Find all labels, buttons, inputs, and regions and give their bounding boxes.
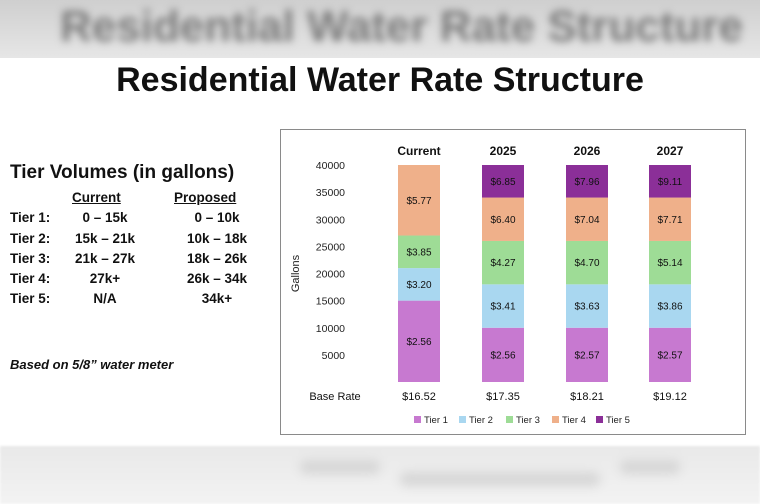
base-rate-label: Base Rate <box>309 391 360 403</box>
blurred-title-ghost: Residential Water Rate Structure <box>60 2 743 51</box>
tier-proposed-range: 0 – 10k <box>194 210 240 225</box>
tier-row: Tier 2: 15k – 21k 10k – 18k <box>10 231 270 251</box>
y-tick-label: 5000 <box>322 350 346 362</box>
bar-data-label: $3.20 <box>406 280 431 291</box>
bar-segment <box>482 165 524 198</box>
bar-data-label: $3.41 <box>490 302 515 313</box>
legend-entry: Tier 5 <box>606 415 630 426</box>
bar-segment <box>649 240 691 285</box>
tier-row: Tier 5: N/A 34k+ <box>10 291 270 311</box>
bar-segment <box>566 165 608 198</box>
tier-proposed-range: 18k – 26k <box>186 251 248 266</box>
tier-label: Tier 4: <box>10 271 51 286</box>
bar-data-label: $7.71 <box>657 215 682 226</box>
y-tick-label: 30000 <box>316 214 345 226</box>
category-label: Current <box>397 144 440 158</box>
category-label: 2026 <box>574 144 601 158</box>
bar-segment <box>649 284 691 328</box>
rate-chart-frame: Gallons 5000 10000 15000 20000 25000 30000 3500… <box>280 129 746 435</box>
tier-volumes-heading: Tier Volumes (in gallons) <box>10 162 235 183</box>
base-rate-value: $18.21 <box>570 391 604 403</box>
base-rate-value: $16.52 <box>402 391 436 403</box>
page-title: Residential Water Rate Structure <box>116 61 644 99</box>
bar-data-label: $3.63 <box>574 302 599 313</box>
tier-proposed-range: 34k+ <box>201 291 233 306</box>
base-rate-value: $17.35 <box>486 391 520 403</box>
bar-segment <box>482 327 524 382</box>
y-tick-label: 40000 <box>316 160 345 172</box>
tier-label: Tier 2: <box>10 231 51 246</box>
tier-row: Tier 4: 27k+ 26k – 34k <box>10 271 270 291</box>
bar-segment <box>398 300 440 382</box>
bar-segment <box>398 235 440 269</box>
legend-swatch <box>552 416 559 423</box>
bar-segment <box>566 284 608 328</box>
tier-current-range: 21k – 27k <box>74 251 136 266</box>
bar-data-label: $4.27 <box>490 258 515 269</box>
bar-data-label: $6.40 <box>490 215 515 226</box>
base-rate-value: $19.12 <box>653 391 687 403</box>
category-label: 2027 <box>657 144 684 158</box>
bar-data-label: $6.85 <box>490 177 515 188</box>
legend-entry: Tier 4 <box>562 415 586 426</box>
bar-data-label: $7.96 <box>574 177 599 188</box>
bar-segment <box>566 197 608 241</box>
bar-data-label: $5.77 <box>406 196 431 207</box>
bar-segment <box>566 327 608 382</box>
legend-swatch <box>414 416 421 423</box>
bar-data-label: $9.11 <box>658 177 683 188</box>
legend-swatch <box>596 416 603 423</box>
tier-label: Tier 5: <box>10 291 51 306</box>
blurred-background-bottom <box>0 446 760 504</box>
tier-current-range: 0 – 15k <box>82 210 128 225</box>
y-tick-label: 10000 <box>316 323 345 335</box>
y-tick-label: 25000 <box>316 241 345 253</box>
current-column-header: Current <box>72 190 121 205</box>
tier-label: Tier 1: <box>10 210 51 225</box>
meter-note: Based on 5/8” water meter <box>10 357 174 372</box>
bar-data-label: $2.56 <box>406 337 431 348</box>
category-label: 2025 <box>490 144 517 158</box>
tier-proposed-range: 10k – 18k <box>186 231 248 246</box>
bar-segment <box>482 197 524 241</box>
tier-row: Tier 1: 0 – 15k 0 – 10k <box>10 210 270 230</box>
bar-data-label: $7.04 <box>574 215 599 226</box>
tier-proposed-range: 26k – 34k <box>186 271 248 286</box>
bar-segment <box>649 327 691 382</box>
proposed-column-header: Proposed <box>174 190 237 205</box>
bar-segment <box>649 165 691 198</box>
bar-data-label: $2.57 <box>657 350 682 361</box>
blurred-background-top: Residential Water Rate Structure <box>0 0 760 58</box>
slide: Residential Water Rate Structure Tier Vo… <box>0 58 760 446</box>
y-tick-label: 20000 <box>316 269 345 281</box>
bar-segment <box>398 268 440 301</box>
bar-data-label: $3.85 <box>406 247 431 258</box>
tier-current-range: 27k+ <box>89 271 121 286</box>
legend-swatch <box>459 416 466 423</box>
tier-current-range: 15k – 21k <box>74 231 136 246</box>
legend-swatch <box>506 416 513 423</box>
legend-entry: Tier 3 <box>516 415 540 426</box>
bar-segment <box>482 284 524 328</box>
bar-data-label: $2.56 <box>490 350 515 361</box>
tier-current-range: N/A <box>93 291 117 306</box>
bar-data-label: $2.57 <box>574 350 599 361</box>
bar-segment <box>649 197 691 241</box>
bar-data-label: $3.86 <box>657 302 682 313</box>
tier-label: Tier 3: <box>10 251 51 266</box>
bar-segment <box>566 240 608 285</box>
y-tick-label: 35000 <box>316 187 345 199</box>
tier-row: Tier 3: 21k – 27k 18k – 26k <box>10 251 270 271</box>
bar-data-label: $4.70 <box>574 258 599 269</box>
bar-segment <box>398 165 440 236</box>
y-tick-label: 15000 <box>316 296 345 308</box>
legend-entry: Tier 2 <box>469 415 493 426</box>
y-axis-label: Gallons <box>290 254 302 292</box>
bar-data-label: $5.14 <box>657 258 682 269</box>
bar-segment <box>482 240 524 285</box>
legend-entry: Tier 1 <box>424 415 448 426</box>
stacked-bar-chart: Gallons 5000 10000 15000 20000 25000 30000 3500… <box>290 144 691 426</box>
